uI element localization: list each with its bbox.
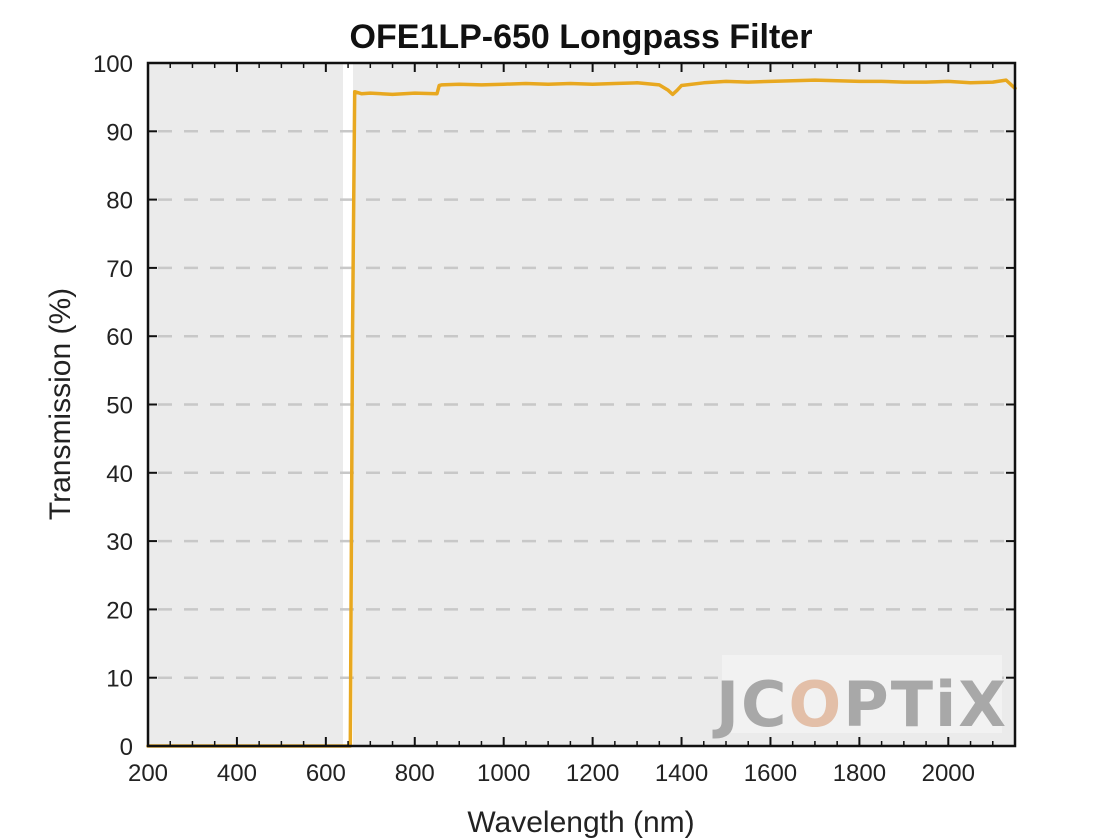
chart-title: OFE1LP-650 Longpass Filter bbox=[350, 18, 813, 56]
x-tick-labels: 200 400 600 800 1000 1200 1400 1600 1800 2000 bbox=[128, 760, 975, 787]
watermark-part-3: PTiX bbox=[843, 668, 1008, 741]
x-tick-label-1000: 1000 bbox=[477, 760, 530, 787]
x-tick-label-1400: 1400 bbox=[655, 760, 708, 787]
x-tick-label-200: 200 bbox=[128, 760, 168, 787]
x-axis-label: Wavelength (nm) bbox=[467, 806, 694, 839]
x-tick-label-1200: 1200 bbox=[566, 760, 619, 787]
y-tick-label-70: 70 bbox=[106, 256, 133, 283]
y-tick-label-10: 10 bbox=[106, 666, 133, 693]
y-tick-label-80: 80 bbox=[106, 188, 133, 215]
x-tick-label-1800: 1800 bbox=[833, 760, 886, 787]
y-tick-label-90: 90 bbox=[106, 119, 133, 146]
x-tick-label-400: 400 bbox=[217, 760, 257, 787]
y-tick-label-30: 30 bbox=[106, 529, 133, 556]
series-group bbox=[146, 78, 1017, 748]
watermark-part-1: JC bbox=[712, 668, 789, 741]
y-tick-label-40: 40 bbox=[106, 461, 133, 488]
y-tick-labels: 0 10 20 30 40 50 60 70 80 90 100 bbox=[93, 51, 133, 761]
x-tick-label-1600: 1600 bbox=[744, 760, 797, 787]
axis-ticks bbox=[147, 62, 1016, 747]
y-tick-label-60: 60 bbox=[106, 324, 133, 351]
y-axis-label: Transmission (%) bbox=[44, 288, 77, 520]
y-tick-label-100: 100 bbox=[93, 51, 133, 78]
y-tick-label-0: 0 bbox=[120, 734, 133, 761]
x-tick-label-2000: 2000 bbox=[922, 760, 975, 787]
watermark-part-2: O bbox=[789, 668, 844, 741]
x-tick-label-600: 600 bbox=[306, 760, 346, 787]
svg-text:JCOPTiX: JCOPTiX bbox=[712, 668, 1008, 741]
x-tick-label-800: 800 bbox=[395, 760, 435, 787]
watermark-logo: JCOPTiX bbox=[712, 655, 1008, 741]
y-tick-label-20: 20 bbox=[106, 597, 133, 624]
series-line-0 bbox=[146, 78, 1017, 748]
y-tick-label-50: 50 bbox=[106, 393, 133, 420]
